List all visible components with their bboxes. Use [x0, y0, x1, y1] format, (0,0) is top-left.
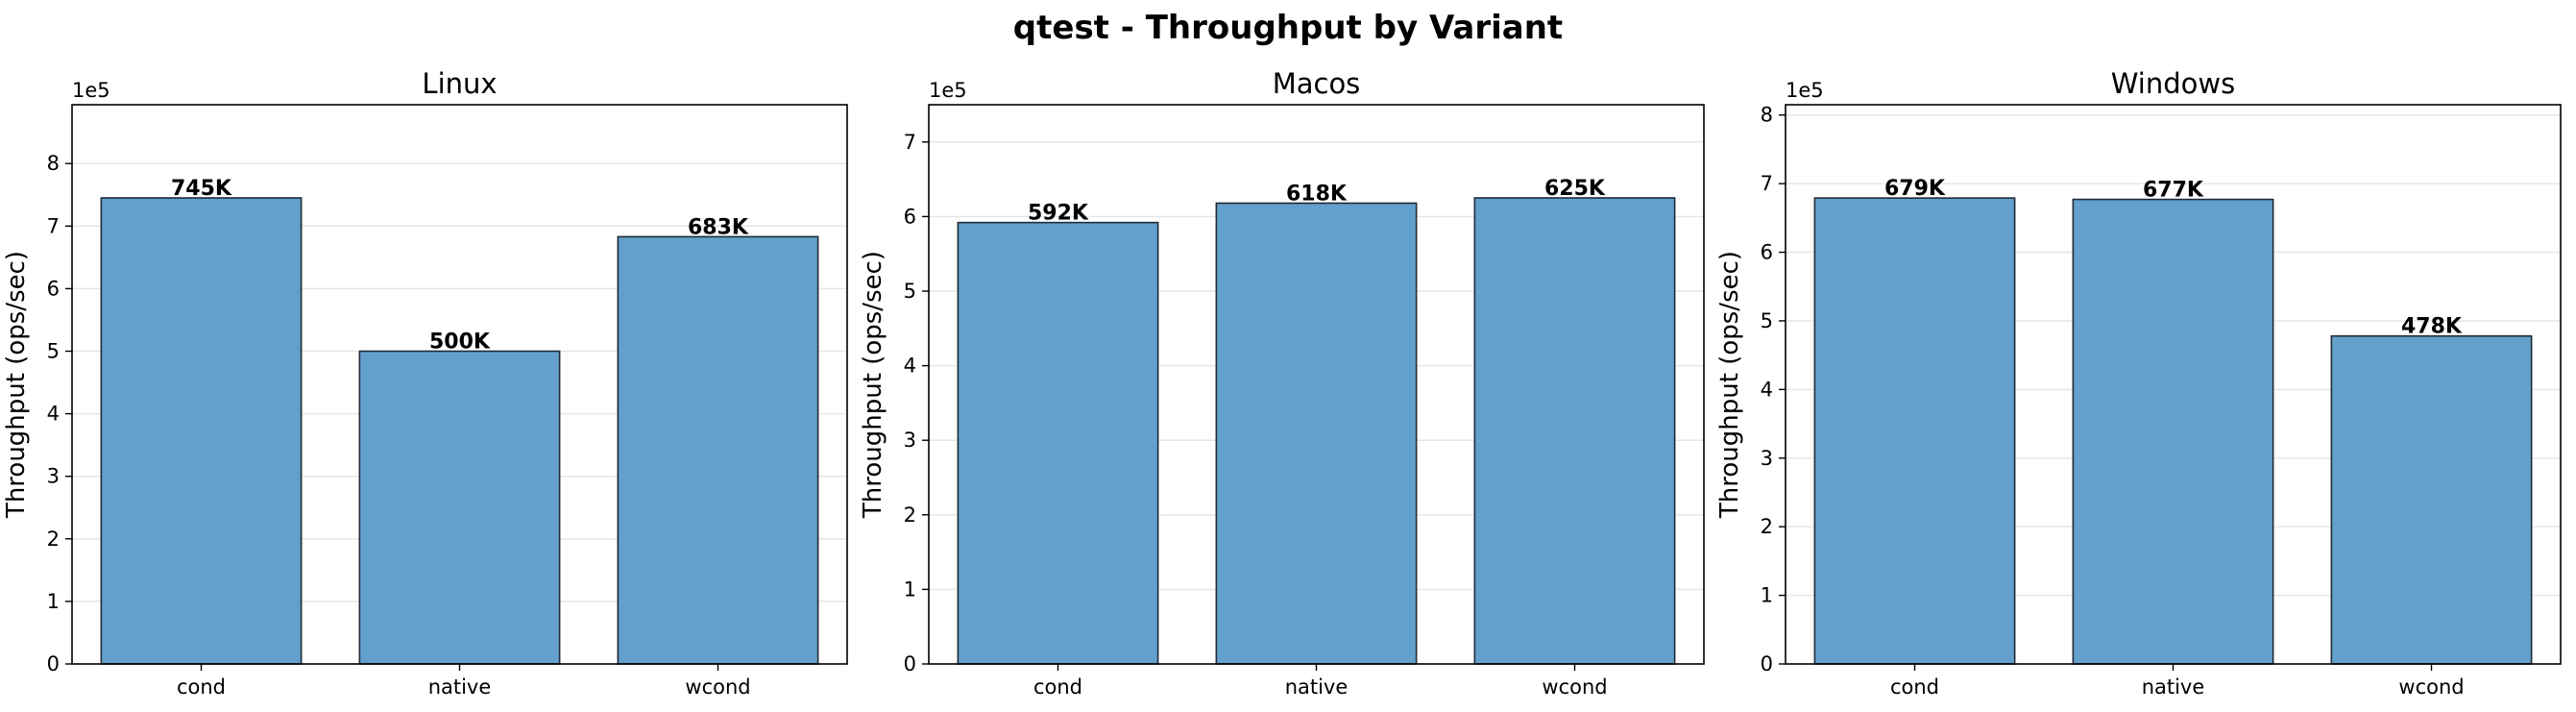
y-offset-label: 1e5	[72, 79, 110, 102]
axes-frame	[1785, 104, 2562, 665]
axes-frame	[928, 104, 1705, 665]
data-label: 679K	[1884, 177, 1946, 201]
bar-wcond	[617, 235, 819, 665]
data-label: 500K	[429, 330, 491, 354]
figure-title: qtest - Throughput by Variant	[1013, 9, 1563, 47]
y-offset-label: 1e5	[929, 79, 967, 102]
y-tick-label: 7	[47, 214, 60, 237]
y-tick-label: 3	[904, 429, 916, 452]
data-label: 625K	[1544, 177, 1606, 201]
x-tick-label: native	[1285, 675, 1349, 699]
panel-title: Windows	[2111, 67, 2235, 100]
y-tick-label: 0	[1761, 652, 1773, 675]
y-axis-label: Throughput (ops/sec)	[1715, 251, 1744, 519]
y-tick-label: 1	[1761, 584, 1773, 607]
x-tick-label: wcond	[685, 675, 750, 699]
bar-native	[1215, 202, 1418, 665]
y-tick-label: 6	[47, 277, 60, 300]
x-tick-label: cond	[177, 675, 226, 699]
data-label: 592K	[1028, 202, 1089, 226]
y-tick-label: 4	[1761, 378, 1773, 401]
y-tick-label: 2	[1761, 515, 1773, 538]
panel-windows: 679K cond 677K native 478K wcond 0 1 2 3 4 5 6 7 8 1e5 W…	[1715, 67, 2562, 699]
y-tick-label: 5	[47, 339, 60, 362]
x-tick-label: wcond	[1542, 675, 1607, 699]
y-axis-label: Throughput (ops/sec)	[859, 251, 887, 519]
y-tick-label: 3	[47, 465, 60, 488]
bar-wcond	[2330, 334, 2533, 665]
y-tick-label: 7	[904, 131, 916, 154]
y-tick-label: 3	[1761, 447, 1773, 470]
y-tick-label: 4	[904, 355, 916, 378]
data-label: 618K	[1286, 182, 1348, 206]
y-tick-label: 4	[47, 403, 60, 426]
panel-title: Macos	[1273, 67, 1361, 100]
y-tick-label: 2	[47, 528, 60, 551]
bar-cond	[100, 197, 303, 665]
y-tick-label: 7	[1761, 172, 1773, 195]
y-tick-label: 0	[47, 652, 60, 675]
y-axis-label: Throughput (ops/sec)	[2, 251, 31, 519]
y-tick-label: 1	[904, 577, 916, 601]
y-offset-label: 1e5	[1786, 79, 1824, 102]
y-tick-label: 5	[904, 280, 916, 303]
y-tick-label: 1	[47, 590, 60, 613]
data-label: 683K	[688, 215, 749, 239]
chart-panels: 745K cond 500K native 683K wcond 0 1 2 3 4 5 6 7 8 1e5 L…	[2, 67, 2562, 699]
x-tick-label: wcond	[2398, 675, 2464, 699]
y-tick-label: 6	[904, 205, 916, 228]
data-label: 745K	[171, 177, 232, 201]
panel-title: Linux	[422, 67, 497, 100]
panel-linux: 745K cond 500K native 683K wcond 0 1 2 3 4 5 6 7 8 1e5 L…	[2, 67, 848, 699]
y-tick-label: 0	[904, 652, 916, 675]
data-label: 478K	[2401, 315, 2463, 339]
bar-native	[358, 350, 561, 665]
bar-cond	[1813, 197, 2016, 665]
x-tick-label: cond	[1033, 675, 1082, 699]
panel-macos: 592K cond 618K native 625K wcond 0 1 2 3 4 5 6 7 1e5 Ma…	[859, 67, 1705, 699]
y-tick-label: 8	[47, 152, 60, 175]
y-tick-label: 6	[1761, 241, 1773, 264]
y-tick-label: 8	[1761, 104, 1773, 127]
bar-wcond	[1473, 197, 1676, 665]
y-tick-label: 5	[1761, 309, 1773, 332]
x-tick-label: native	[428, 675, 492, 699]
axes-frame	[71, 104, 848, 665]
x-tick-label: native	[2142, 675, 2205, 699]
x-tick-label: cond	[1890, 675, 1939, 699]
bar-native	[2072, 198, 2274, 665]
y-tick-label: 2	[904, 503, 916, 527]
bar-cond	[957, 221, 1159, 665]
data-label: 677K	[2143, 179, 2204, 203]
